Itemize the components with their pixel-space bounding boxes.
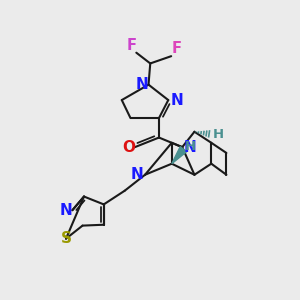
Text: H: H [185,140,196,153]
Text: N: N [136,77,148,92]
Text: N: N [60,203,72,218]
Text: S: S [61,231,71,246]
Text: F: F [171,41,181,56]
Text: N: N [184,140,197,154]
Text: H: H [213,128,224,141]
Text: N: N [171,93,183,108]
Polygon shape [172,147,187,164]
Text: O: O [122,140,135,154]
Text: N: N [130,167,143,182]
Text: F: F [126,38,136,53]
